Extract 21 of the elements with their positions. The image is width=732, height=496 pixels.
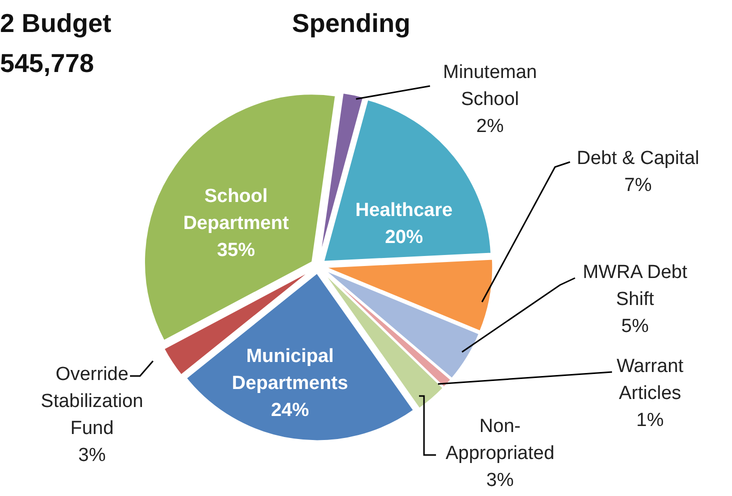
data-label: 7% [624, 175, 652, 196]
text: Spending [292, 8, 410, 38]
data-label: 24% [270, 400, 310, 421]
slice-label: School Department [183, 186, 290, 234]
slice-label: MWRA Debt Shift [582, 262, 688, 310]
chart-title: 2 Budget [0, 8, 112, 38]
data-label: 5% [621, 316, 649, 337]
data-label: 35% [216, 240, 256, 261]
data-label: 20% [384, 227, 424, 248]
slice-label: Debt & Capital [576, 148, 700, 169]
data-label: 2% [476, 116, 504, 137]
slice-label: Healthcare [355, 200, 453, 221]
data-label: 1% [636, 410, 664, 431]
slice-label: Override Stabilization Fund [40, 364, 144, 439]
slice-label: Municipal Departments [232, 346, 348, 394]
slice-label: Warrant Articles [616, 356, 684, 404]
data-label: 3% [486, 470, 514, 491]
slice-label: Non-Appropriated [446, 416, 554, 464]
data-label: 3% [78, 445, 106, 466]
chart-subtitle: 545,778 [0, 48, 94, 78]
slice-label: Minuteman School [443, 62, 537, 110]
